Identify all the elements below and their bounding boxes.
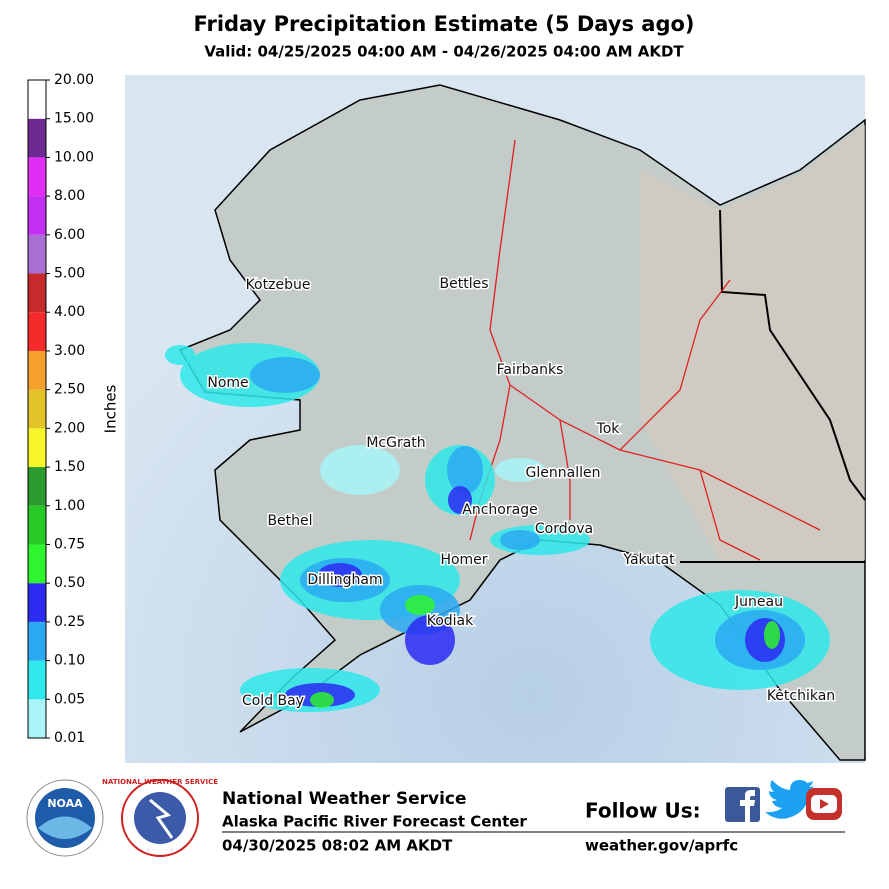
colorbar-bin (28, 234, 46, 274)
colorbar-bin (28, 350, 46, 390)
colorbar-bin (28, 505, 46, 545)
follow-label: Follow Us: (585, 799, 701, 823)
precip-area (764, 621, 780, 649)
colorbar-bin (28, 699, 46, 738)
colorbar-bin (28, 544, 46, 584)
precip-area (320, 445, 400, 495)
city-label: Ketchikan (767, 688, 835, 704)
precip-area (500, 530, 540, 550)
colorbar-tick-label: 0.05 (54, 691, 85, 707)
colorbar-bin (28, 428, 46, 468)
colorbar-tick-label: 4.00 (54, 304, 85, 320)
roads (469, 139, 821, 561)
road (619, 279, 731, 451)
colorbar-bin (28, 312, 46, 351)
title: Friday Precipitation Estimate (5 Days ag… (193, 12, 694, 36)
precip-area (447, 446, 483, 494)
city-label: Juneau (734, 594, 783, 610)
cities: Kotzebue Bettles Nome Fairbanks McGrath Tok Gl… (206, 275, 837, 711)
city-label: Anchorage (462, 502, 537, 518)
colorbar-bin (28, 660, 46, 700)
colorbar-tick-label: 2.00 (54, 420, 85, 436)
colorbar-label: Inches (102, 384, 120, 433)
precip-area (165, 345, 195, 365)
colorbar-tick-label: 1.00 (54, 498, 85, 514)
city-label: Kodiak (427, 613, 474, 629)
colorbar-bin (28, 157, 46, 197)
colorbar-tick-label: 2.50 (54, 382, 85, 398)
precip-area (310, 692, 334, 708)
city-label: McGrath (366, 435, 425, 451)
colorbar-bin (28, 80, 46, 119)
road (559, 419, 571, 520)
city-label: Bettles (440, 276, 489, 292)
colorbar-tick-label: 0.50 (54, 575, 85, 591)
colorbar-tick-label: 0.75 (54, 536, 85, 552)
precip-area (250, 357, 320, 393)
nws-logo: NATIONAL WEATHER SERVICE (102, 778, 218, 857)
colorbar-bin (28, 118, 46, 158)
colorbar-tick-label: 0.10 (54, 653, 85, 669)
city-label: Homer (440, 552, 487, 568)
noaa-text: NOAA (47, 797, 83, 810)
city-label: Fairbanks (497, 362, 564, 378)
city-label: Nome (207, 375, 248, 391)
city-label: Glennallen (526, 465, 601, 481)
colorbar-bin (28, 273, 46, 313)
issued: 04/30/2025 08:02 AM AKDT (222, 837, 453, 855)
office: Alaska Pacific River Forecast Center (222, 813, 527, 831)
noaa-logo: NOAA (26, 779, 104, 857)
organization: National Weather Service (222, 789, 467, 809)
nws-text: NATIONAL WEATHER SERVICE (102, 778, 218, 786)
colorbar-tick-label: 15.00 (54, 111, 94, 127)
colorbar-tick-label: 1.50 (54, 459, 85, 475)
colorbar-tick-label: 0.25 (54, 614, 85, 630)
colorbar-bin (28, 583, 46, 622)
city-label: Bethel (267, 513, 312, 529)
colorbar-frame (27, 79, 47, 739)
canada-land (640, 125, 865, 560)
youtube-icon[interactable] (806, 788, 842, 820)
city-label: Cold Bay (242, 693, 304, 709)
noaa-wave (38, 816, 92, 839)
precip-area (495, 458, 545, 482)
colorbar-tick-label: 3.00 (54, 343, 85, 359)
colorbar-bin (28, 389, 46, 429)
precip-area (405, 615, 455, 665)
map: Kotzebue Bettles Nome Fairbanks McGrath Tok Gl… (125, 75, 866, 763)
city-label: Dillingham (307, 572, 382, 588)
subtitle: Valid: 04/25/2025 04:00 AM - 04/26/2025 … (204, 43, 684, 61)
colorbar-tick-label: 6.00 (54, 227, 85, 243)
colorbar-tick-label: 0.01 (54, 730, 85, 746)
colorbar-bin (28, 467, 46, 506)
colorbar-tick-label: 5.00 (54, 266, 85, 282)
precip-area (448, 486, 472, 514)
precip-area (318, 563, 362, 587)
city-label: Yakutat (622, 552, 675, 568)
city-label: Kotzebue (246, 277, 311, 293)
colorbar-bin (28, 196, 46, 235)
url[interactable]: weather.gov/aprfc (585, 837, 738, 855)
colorbar-tick-label: 8.00 (54, 188, 85, 204)
border (719, 209, 866, 501)
colorbar-tick-label: 10.00 (54, 149, 94, 165)
colorbar-bin (28, 621, 46, 661)
precip-area (405, 595, 435, 615)
nws-bolt (149, 798, 174, 839)
colorbar: 0.01 0.05 0.10 0.25 0.50 0.75 1.00 1.50 2.00 2.50… (27, 72, 94, 746)
facebook-glyph (740, 790, 755, 822)
youtube-play (820, 799, 829, 809)
road (699, 469, 761, 561)
precipitation (165, 343, 830, 712)
facebook-icon[interactable] (725, 787, 760, 822)
city-label: Tok (596, 421, 621, 437)
colorbar-tick-label: 20.00 (54, 72, 94, 88)
city-label: Cordova (535, 521, 593, 537)
twitter-icon[interactable] (765, 780, 814, 819)
